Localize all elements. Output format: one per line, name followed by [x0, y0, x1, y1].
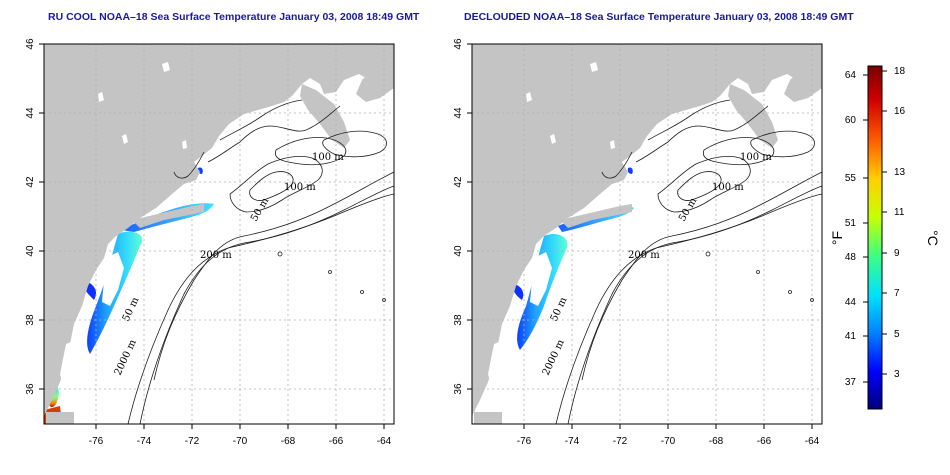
y-tick-label: 38: [453, 314, 464, 326]
x-tick-label: -76: [89, 436, 104, 447]
fahrenheit-ticks: 64 60 55 51 48 44 41 37 °F: [829, 70, 868, 388]
contour-label-100m-b: 100 m: [712, 182, 744, 193]
y-tick-label: 46: [25, 38, 36, 50]
x-axis-ticks-clouded: -76 -74 -72 -70 -68 -66 -64: [89, 424, 392, 447]
map-panel-clouded: RU COOL NOAA–18 Sea Surface Temperature …: [25, 11, 420, 447]
y-tick-label: 40: [453, 245, 464, 257]
celsius-tick-label: 18: [894, 66, 906, 77]
y-tick-label: 36: [453, 383, 464, 395]
x-axis-ticks-declouded: -76 -74 -72 -70 -68 -66 -64: [517, 424, 820, 447]
y-tick-label: 40: [25, 245, 36, 257]
y-tick-label: 42: [453, 176, 464, 188]
contour-label-100m-b: 100 m: [284, 182, 316, 193]
fahrenheit-tick-label: 64: [845, 70, 857, 81]
contour-label-200m: 200 m: [200, 250, 232, 261]
x-tick-label: -64: [805, 436, 820, 447]
fahrenheit-tick-label: 51: [845, 218, 857, 229]
fahrenheit-tick-label: 37: [845, 377, 857, 388]
y-tick-label: 38: [25, 314, 36, 326]
x-tick-label: -68: [281, 436, 296, 447]
y-tick-label: 46: [453, 38, 464, 50]
fahrenheit-tick-label: 41: [845, 331, 857, 342]
celsius-tick-label: 16: [894, 106, 906, 117]
y-tick-label: 36: [25, 383, 36, 395]
x-tick-label: -76: [517, 436, 532, 447]
x-tick-label: -70: [233, 436, 248, 447]
celsius-tick-label: 3: [894, 369, 900, 380]
celsius-tick-label: 7: [894, 288, 900, 299]
fahrenheit-tick-label: 60: [845, 115, 857, 126]
map-panel-declouded: DECLOUDED NOAA–18 Sea Surface Temperatur…: [453, 11, 854, 447]
contour-label-100m-a: 100 m: [740, 152, 772, 163]
y-tick-label: 44: [25, 107, 36, 119]
contour-label-100m-a: 100 m: [312, 152, 344, 163]
fahrenheit-axis-label: °F: [829, 231, 845, 245]
x-tick-label: -74: [565, 436, 580, 447]
fahrenheit-tick-label: 55: [845, 173, 857, 184]
contour-label-200m: 200 m: [628, 250, 660, 261]
celsius-tick-label: 11: [894, 207, 905, 218]
y-axis-ticks-clouded: 46 44 42 40 38 36: [25, 38, 44, 395]
map-title-declouded: DECLOUDED NOAA–18 Sea Surface Temperatur…: [464, 11, 854, 23]
fahrenheit-tick-label: 44: [845, 297, 857, 308]
y-tick-label: 44: [453, 107, 464, 119]
celsius-ticks: 18 16 13 11 9 7 5 3 °C: [882, 66, 941, 380]
y-tick-label: 42: [25, 176, 36, 188]
y-axis-ticks-declouded: 46 44 42 40 38 36: [453, 38, 472, 395]
x-tick-label: -64: [377, 436, 392, 447]
map-title-clouded: RU COOL NOAA–18 Sea Surface Temperature …: [48, 11, 420, 23]
celsius-tick-label: 9: [894, 248, 900, 259]
x-tick-label: -74: [137, 436, 152, 447]
colorbar-gradient: [867, 65, 883, 410]
fahrenheit-tick-label: 48: [845, 252, 857, 263]
x-tick-label: -68: [709, 436, 724, 447]
celsius-tick-label: 5: [894, 329, 900, 340]
x-tick-label: -66: [757, 436, 772, 447]
x-tick-label: -70: [661, 436, 676, 447]
x-tick-label: -66: [329, 436, 344, 447]
x-tick-label: -72: [613, 436, 628, 447]
celsius-axis-label: °C: [925, 230, 941, 246]
temperature-colorbar: 64 60 55 51 48 44 41 37 °F 18 16 13 11 9…: [829, 65, 941, 410]
x-tick-label: -72: [185, 436, 200, 447]
celsius-tick-label: 13: [894, 167, 906, 178]
